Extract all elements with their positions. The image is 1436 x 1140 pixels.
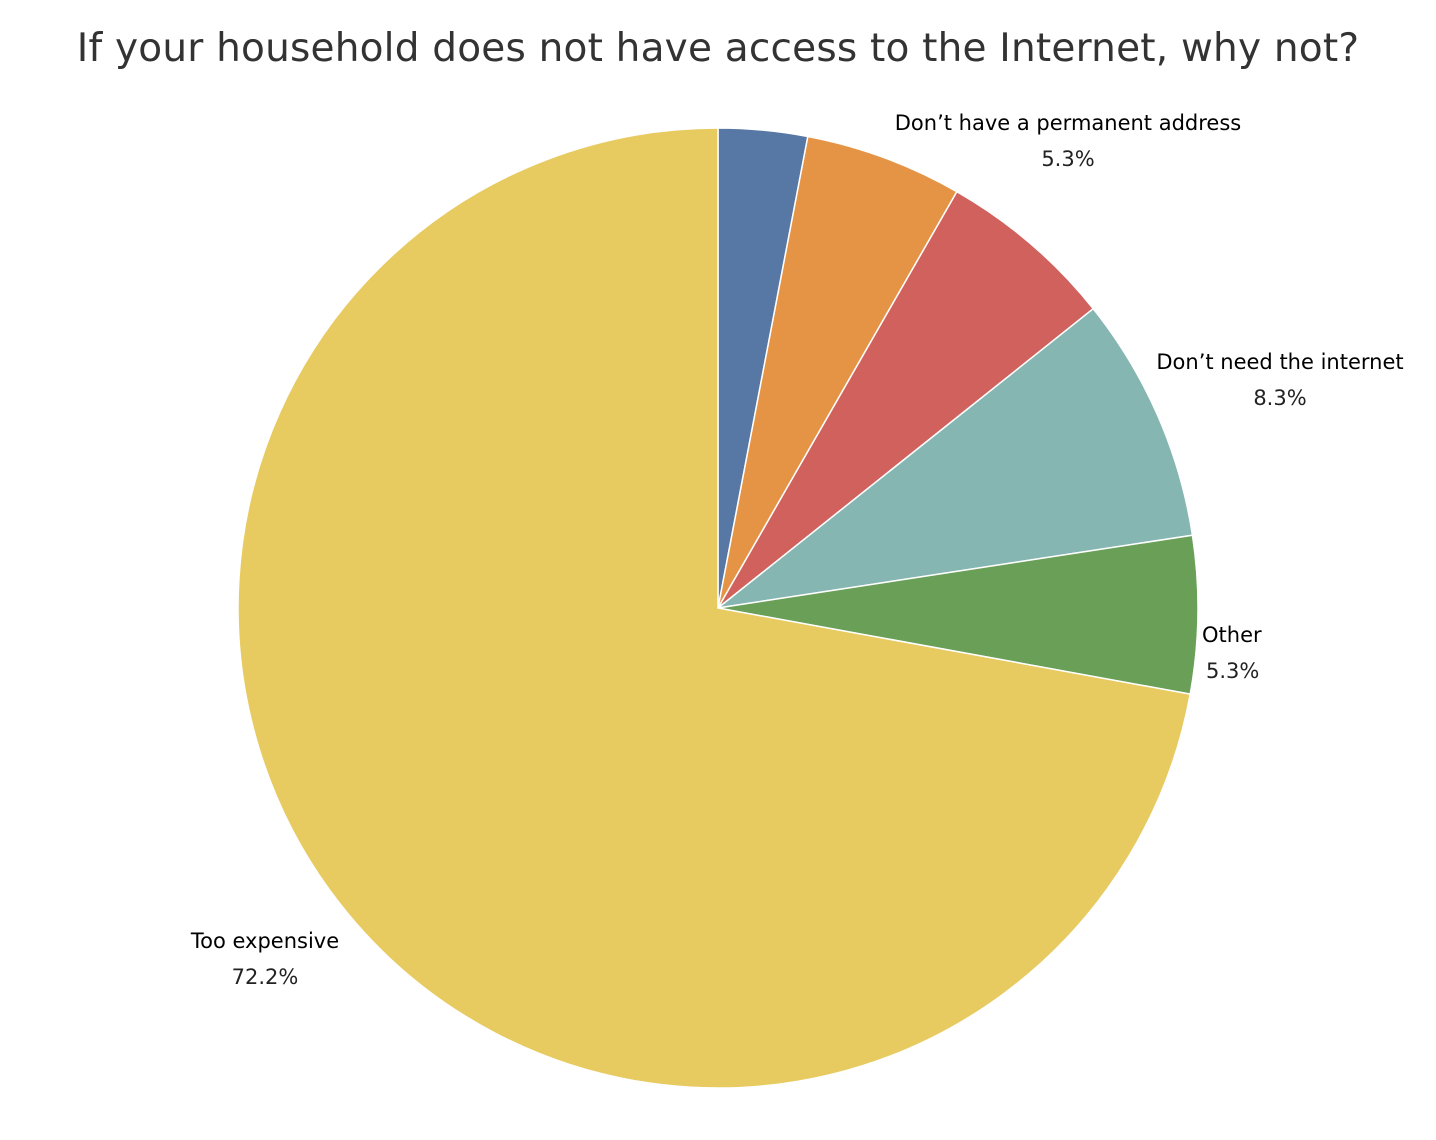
slice-value-5: 72.2% — [232, 965, 299, 989]
slice-label-5: Too expensive — [190, 929, 339, 953]
pie-slice-3[interactable] — [715, 307, 1194, 610]
slice-value-1: 5.3% — [1041, 147, 1094, 171]
slice-label-4: Other — [1202, 623, 1262, 647]
chart-title: If your household does not have access t… — [76, 26, 1360, 71]
slice-value-4: 5.3% — [1206, 659, 1259, 683]
pie-slice-4[interactable] — [717, 534, 1199, 696]
pie-labels: Don’t have a permanent address 5.3% Don’t … — [190, 111, 1404, 989]
slice-value-3: 8.3% — [1253, 386, 1306, 410]
slice-label-3: Don’t need the internet — [1156, 350, 1403, 374]
slice-label-1: Don’t have a permanent address — [895, 111, 1241, 135]
pie-slice-5[interactable] — [237, 127, 1192, 1089]
pie-slice-1[interactable] — [717, 135, 958, 609]
pie-slice-2[interactable] — [717, 190, 1095, 609]
pie-slices — [237, 127, 1199, 1089]
